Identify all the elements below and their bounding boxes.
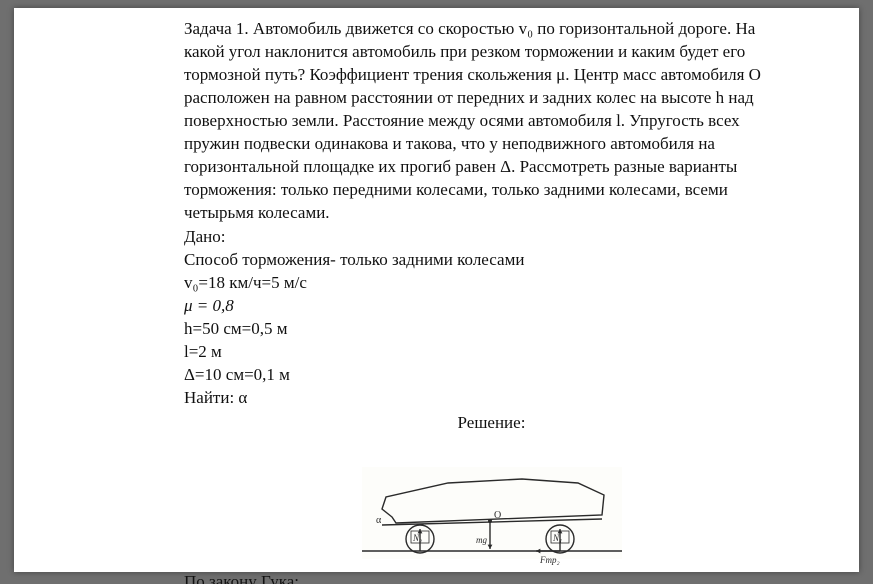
given-h: h=50 см=0,5 м [184, 318, 799, 341]
svg-text:Fтр₂: Fтр₂ [539, 555, 560, 565]
given-l: l=2 м [184, 341, 799, 364]
problem-title: Задача 1. [184, 19, 253, 38]
given-header: Дано: [184, 226, 799, 249]
given-mode: Способ торможения- только задними колеса… [184, 249, 799, 272]
svg-text:N₁: N₁ [552, 533, 562, 543]
svg-text:α: α [376, 515, 382, 526]
svg-text:O: O [494, 510, 501, 521]
given-block: Дано: Способ торможения- только задними … [184, 226, 799, 410]
car-diagram: O N₂ N₁ mg Fтр₂ α [342, 439, 642, 569]
problem-statement: Задача 1. Автомобиль движется со скорост… [184, 18, 799, 224]
hooke-label: По закону Гука: [184, 571, 799, 584]
svg-text:mg: mg [476, 535, 487, 545]
solution-label: Решение: [184, 412, 799, 435]
given-find: Найти: α [184, 387, 799, 410]
problem-body: Автомобиль движется со скоростью v₀ по г… [184, 19, 761, 222]
svg-text:N₂: N₂ [412, 533, 422, 543]
document-page: Задача 1. Автомобиль движется со скорост… [14, 8, 859, 572]
given-mu: μ = 0,8 [184, 295, 799, 318]
given-delta: Δ=10 см=0,1 м [184, 364, 799, 387]
given-v0: v₀=18 км/ч=5 м/с [184, 272, 799, 295]
